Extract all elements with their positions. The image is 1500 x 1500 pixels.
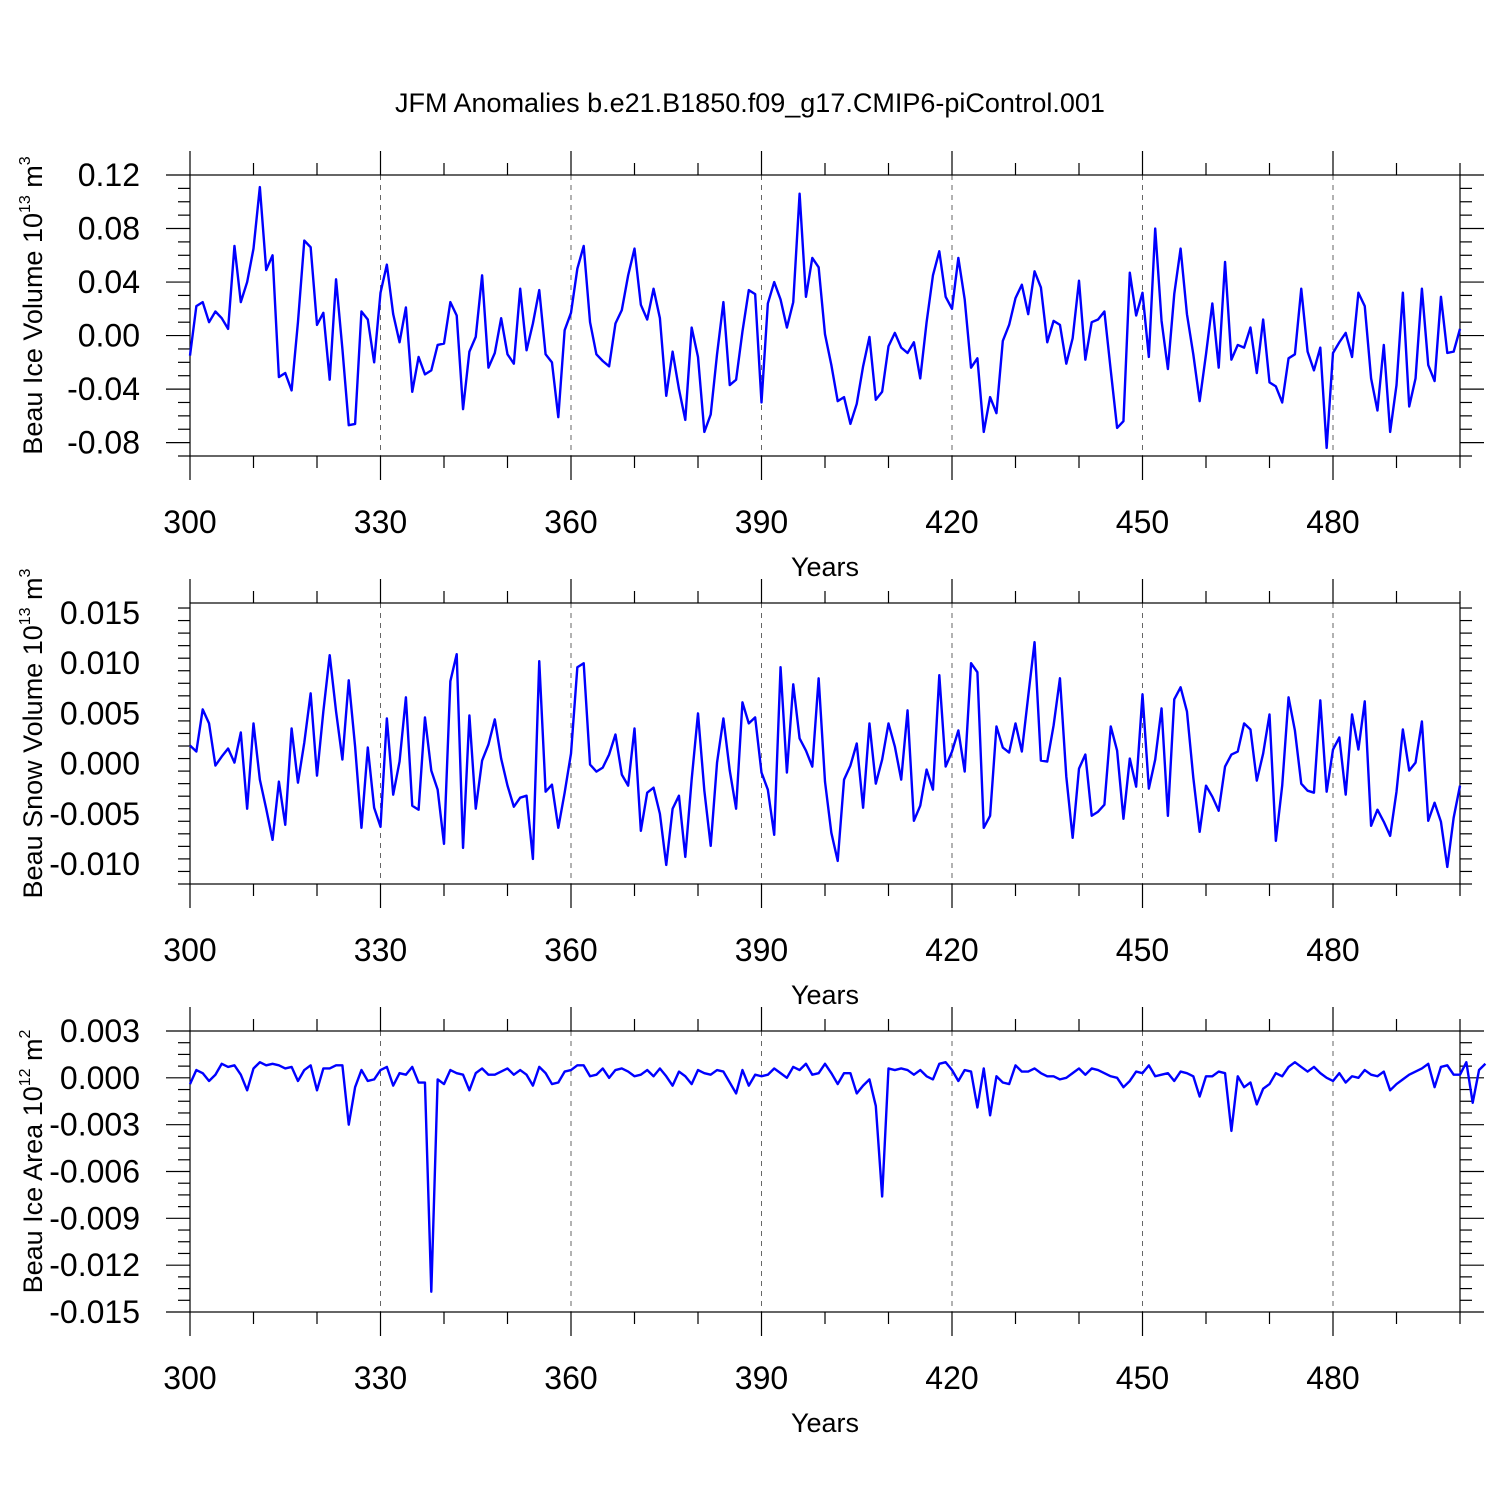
- ticks-snow-volume: [178, 579, 1472, 908]
- x-tick-label: 390: [735, 1360, 788, 1396]
- chart-title: JFM Anomalies b.e21.B1850.f09_g17.CMIP6-…: [395, 88, 1105, 118]
- y-axis-label-unit-snow-volume: m: [18, 577, 48, 607]
- x-tick-labels-snow-volume: 300 330 360 390 420 450 480: [163, 932, 1359, 968]
- y-tick-label: 0.010: [60, 645, 140, 681]
- x-tick-label: 390: [735, 504, 788, 540]
- plot-frame-ice-area: [189, 1030, 1461, 1313]
- series-line-snow-volume: [189, 640, 1462, 869]
- x-tick-label: 420: [925, 1360, 978, 1396]
- y-tick-label: 0.003: [60, 1013, 140, 1049]
- y-tick-label: -0.009: [49, 1200, 140, 1236]
- y-tick-labels-ice-area: -0.015 -0.012 -0.009 -0.006 -0.003 0.000 0.003: [49, 1013, 140, 1330]
- x-tick-label: 300: [163, 932, 216, 968]
- x-tick-label: 330: [354, 932, 407, 968]
- y-tick-label: -0.005: [49, 796, 140, 832]
- y-axis-label-unit-ice-area: m: [18, 1038, 48, 1068]
- y-tick-label: -0.015: [49, 1294, 140, 1330]
- y-tick-label: -0.006: [49, 1154, 140, 1190]
- y-axis-label-text-ice-area: Beau Ice Area 10: [18, 1086, 48, 1293]
- x-axis-label-ice-area: Years: [791, 1408, 859, 1438]
- y-tick-label: -0.003: [49, 1107, 140, 1143]
- y-axis-label-unit-exponent-ice-area: 2: [17, 1029, 34, 1038]
- series-line-ice-area: [188, 1061, 1487, 1293]
- x-tick-label: 390: [735, 932, 788, 968]
- y-axis-label-unit-exponent-ice-volume: 3: [17, 156, 34, 165]
- y-tick-label: 0.000: [60, 1060, 140, 1096]
- y-axis-label-exponent-snow-volume: 13: [17, 607, 34, 625]
- y-axis-label-exponent-ice-volume: 13: [17, 195, 34, 213]
- y-tick-label: 0.015: [60, 595, 140, 631]
- x-tick-label: 420: [925, 932, 978, 968]
- y-axis-label-unit-exponent-snow-volume: 3: [17, 568, 34, 577]
- y-tick-labels-ice-volume: -0.08 -0.04 0.00 0.04 0.08 0.12: [67, 157, 140, 461]
- y-axis-label-text-snow-volume: Beau Snow Volume 10: [18, 625, 48, 898]
- plot-frame-ice-volume: [189, 174, 1461, 457]
- y-tick-label: 0.12: [78, 157, 140, 193]
- y-tick-label: 0.000: [60, 746, 140, 782]
- y-tick-label: -0.08: [67, 425, 140, 461]
- panel-ice-area: -0.015 -0.012 -0.009 -0.006 -0.003 0.000 0.003…: [17, 1007, 1487, 1438]
- series-line-ice-volume: [188, 185, 1462, 450]
- x-axis-label-snow-volume: Years: [791, 980, 859, 1010]
- x-tick-label: 360: [544, 932, 597, 968]
- x-tick-label: 450: [1116, 932, 1169, 968]
- y-axis-label-exponent-ice-area: 12: [17, 1068, 34, 1086]
- x-tick-label: 450: [1116, 504, 1169, 540]
- x-tick-label: 360: [544, 1360, 597, 1396]
- plot-frame-snow-volume: [189, 602, 1461, 885]
- y-axis-label-text-ice-volume: Beau Ice Volume 10: [18, 213, 48, 455]
- y-axis-label-snow-volume: Beau Snow Volume 1013 m3: [17, 568, 48, 898]
- y-tick-labels-snow-volume: -0.010 -0.005 0.000 0.005 0.010 0.015: [49, 595, 140, 882]
- x-tick-label: 480: [1306, 1360, 1359, 1396]
- y-tick-label: 0.08: [78, 211, 140, 247]
- x-tick-label: 480: [1306, 504, 1359, 540]
- y-axis-label-ice-area: Beau Ice Area 1012 m2: [17, 1029, 48, 1293]
- y-tick-label: 0.00: [78, 318, 140, 354]
- y-axis-label-ice-volume: Beau Ice Volume 1013 m3: [17, 156, 48, 454]
- y-tick-label: 0.04: [78, 264, 140, 300]
- x-tick-label: 480: [1306, 932, 1359, 968]
- y-tick-label: -0.04: [67, 371, 140, 407]
- panel-ice-volume: -0.08 -0.04 0.00 0.04 0.08 0.12 300 330 360 390 4…: [17, 151, 1484, 582]
- y-tick-label: 0.005: [60, 695, 140, 731]
- y-tick-label: -0.010: [49, 846, 140, 882]
- x-tick-label: 330: [354, 504, 407, 540]
- x-tick-label: 300: [163, 1360, 216, 1396]
- x-tick-label: 420: [925, 504, 978, 540]
- y-tick-label: -0.012: [49, 1247, 140, 1283]
- ticks-ice-volume: [166, 151, 1484, 480]
- x-tick-labels-ice-area: 300 330 360 390 420 450 480: [163, 1360, 1359, 1396]
- x-tick-labels-ice-volume: 300 330 360 390 420 450 480: [163, 504, 1359, 540]
- ticks-ice-area: [166, 1007, 1484, 1336]
- x-tick-label: 360: [544, 504, 597, 540]
- y-axis-label-unit-ice-volume: m: [18, 165, 48, 195]
- x-tick-label: 330: [354, 1360, 407, 1396]
- x-tick-label: 300: [163, 504, 216, 540]
- x-tick-label: 450: [1116, 1360, 1169, 1396]
- x-axis-label-ice-volume: Years: [791, 552, 859, 582]
- grid-ice-area: [380, 1031, 1334, 1312]
